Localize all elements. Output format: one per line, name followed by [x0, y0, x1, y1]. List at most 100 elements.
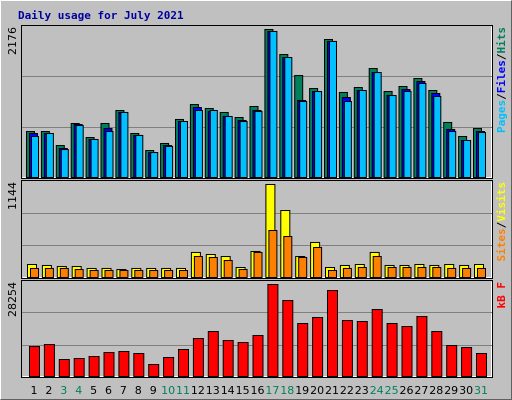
legend-separator: /	[495, 93, 508, 100]
y-tick-label: 1144	[6, 182, 19, 210]
bar	[31, 135, 39, 179]
bar	[224, 115, 233, 178]
legend-entry: Visits	[495, 182, 508, 222]
bar	[417, 267, 427, 279]
bar	[104, 270, 114, 278]
bar	[269, 30, 278, 178]
bar	[283, 236, 293, 278]
bar	[43, 344, 55, 377]
bar	[75, 125, 84, 178]
bar	[476, 353, 487, 378]
legend-entry: Pages	[495, 100, 508, 133]
bar	[237, 342, 249, 377]
bar	[192, 338, 204, 378]
bar	[134, 270, 144, 278]
x-tick-label: 8	[135, 384, 142, 397]
bar	[358, 90, 367, 178]
x-tick-label: 2	[45, 384, 52, 397]
bar	[150, 152, 159, 179]
bar	[298, 257, 308, 278]
y-tick-label: 28254	[6, 282, 19, 317]
y-tick-label: 2176	[6, 27, 19, 55]
bar	[120, 111, 129, 178]
x-tick-label: 19	[295, 384, 309, 397]
bar	[118, 351, 130, 378]
bar	[403, 91, 412, 178]
bar	[194, 110, 203, 178]
bar	[73, 358, 85, 378]
bar	[207, 331, 219, 378]
bar	[282, 300, 294, 377]
bar	[119, 270, 129, 278]
bar	[268, 230, 278, 278]
bar	[74, 269, 84, 278]
bar	[371, 309, 383, 377]
x-tick-label: 16	[251, 384, 265, 397]
bar	[148, 364, 160, 377]
x-tick-label: 21	[325, 384, 339, 397]
bar	[88, 356, 100, 378]
x-tick-label: 3	[60, 384, 67, 397]
x-tick-label: 28	[429, 384, 443, 397]
legend-entry: Sites	[495, 228, 508, 261]
x-tick-label: 27	[414, 384, 428, 397]
bar	[179, 270, 188, 278]
bar	[461, 347, 473, 377]
bar	[313, 247, 323, 279]
x-tick-label: 10	[161, 384, 175, 397]
legend-entry: Hits	[495, 27, 508, 54]
bar	[254, 111, 263, 178]
bar	[401, 326, 413, 378]
bar	[327, 290, 338, 377]
bar	[164, 270, 174, 278]
bar	[448, 131, 457, 179]
chart-title: Daily usage for July 2021	[18, 9, 184, 22]
bar	[58, 359, 70, 377]
bar	[447, 267, 457, 279]
bar	[433, 95, 442, 178]
x-tick-label: 17	[265, 384, 279, 397]
bar	[222, 340, 234, 378]
x-tick-label: 5	[90, 384, 97, 397]
bar	[165, 145, 174, 178]
legend-separator: /	[495, 221, 508, 228]
bar	[299, 101, 308, 178]
bar	[253, 251, 263, 278]
legend-entry: Files	[495, 60, 508, 93]
bar	[446, 345, 458, 378]
legend-separator: /	[495, 53, 508, 60]
legend-entry: kB F	[495, 282, 508, 309]
x-tick-label: 4	[75, 384, 82, 397]
x-tick-label: 31	[474, 384, 488, 397]
x-tick-label: 30	[459, 384, 473, 397]
bar	[356, 321, 368, 378]
bar	[478, 132, 486, 179]
x-tick-label: 13	[206, 384, 220, 397]
bar	[180, 121, 188, 178]
bar	[328, 270, 337, 278]
bar	[314, 91, 323, 178]
bar	[312, 317, 324, 377]
bar	[402, 267, 412, 279]
legend: kB F	[495, 282, 508, 309]
bar	[372, 256, 382, 278]
bar	[387, 267, 397, 279]
x-tick-label: 20	[310, 384, 324, 397]
bar	[373, 72, 382, 178]
bar	[44, 267, 54, 279]
bar	[135, 134, 144, 179]
x-tick-label: 9	[150, 384, 157, 397]
bar	[343, 101, 352, 178]
x-tick-label: 11	[176, 384, 190, 397]
bar	[45, 132, 54, 179]
legend: Sites/Visits	[495, 182, 508, 262]
x-tick-label: 12	[191, 384, 205, 397]
bar	[463, 140, 472, 178]
bar	[149, 270, 159, 278]
x-tick-label: 18	[280, 384, 294, 397]
bar	[342, 267, 352, 279]
x-tick-label: 15	[236, 384, 250, 397]
x-tick-label: 7	[120, 384, 127, 397]
x-tick-label: 1	[31, 384, 38, 397]
